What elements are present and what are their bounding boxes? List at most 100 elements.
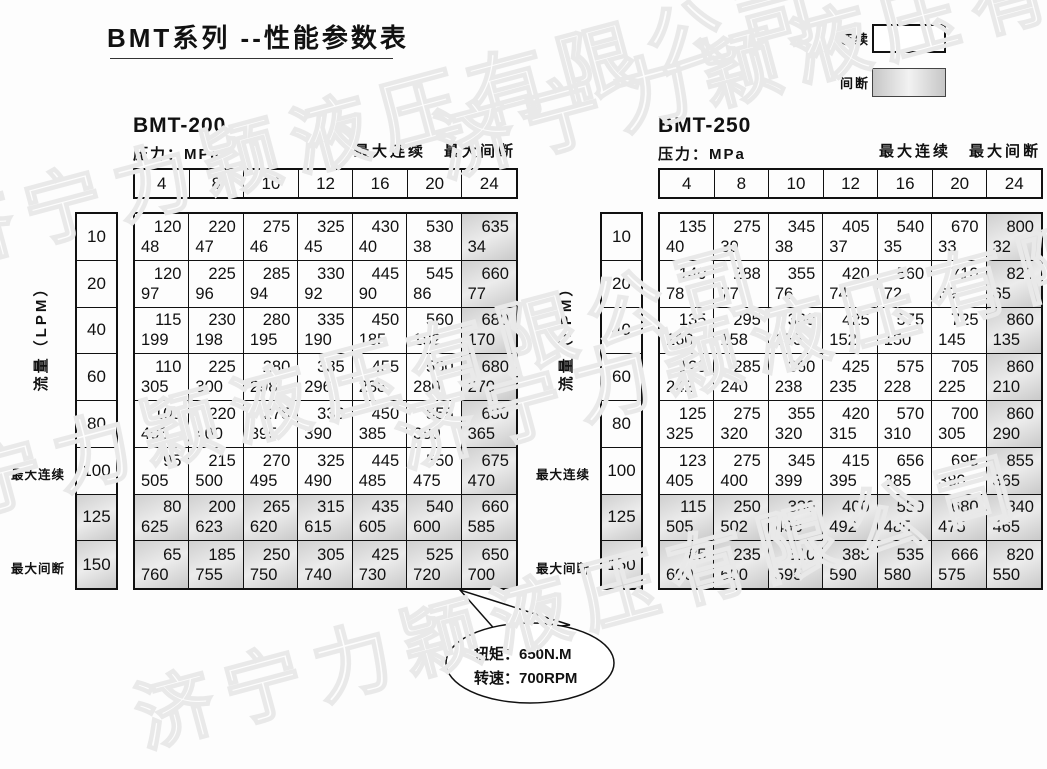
speed-value: 158 xyxy=(720,331,748,350)
data-cell: 550 485 xyxy=(877,494,933,542)
speed-value: 34 xyxy=(467,237,486,256)
data-cell: 355 76 xyxy=(768,260,824,308)
data-cell: 355 320 xyxy=(768,401,824,448)
torque-value: 445 xyxy=(371,264,400,283)
data-cell: 635 34 xyxy=(461,214,516,261)
flow-row-header: 40 xyxy=(77,308,116,355)
speed-value: 365 xyxy=(992,471,1021,490)
data-cell: 840 465 xyxy=(986,494,1041,542)
torque-value: 420 xyxy=(842,264,870,283)
data-cell: 335 190 xyxy=(298,307,353,355)
data-cell: 135 160 xyxy=(660,307,715,355)
speed-value: 500 xyxy=(195,471,223,490)
data-cell: 285 240 xyxy=(714,354,769,401)
data-cell: 400 492 xyxy=(823,494,878,542)
callout-speed-text: 转速：700RPM xyxy=(474,669,577,687)
torque-value: 355 xyxy=(787,404,816,423)
speed-value: 730 xyxy=(358,565,387,584)
flow-row-header: 60 xyxy=(77,354,116,401)
speed-value: 185 xyxy=(358,331,387,350)
torque-value: 560 xyxy=(896,264,925,283)
data-cell: 333 390 xyxy=(298,401,353,448)
torque-value: 545 xyxy=(426,264,454,283)
data-cell: 95 505 xyxy=(135,447,190,495)
data-cell: 710 69 xyxy=(932,260,987,308)
torque-value: 820 xyxy=(1006,264,1034,283)
speed-value: 590 xyxy=(829,565,857,584)
data-cell: 450 185 xyxy=(352,307,408,355)
data-cell: 325 490 xyxy=(298,447,353,495)
speed-value: 380 xyxy=(413,424,441,443)
torque-value: 275 xyxy=(262,217,291,236)
speed-value: 160 xyxy=(666,331,694,350)
torque-value: 425 xyxy=(842,358,870,377)
speed-value: 320 xyxy=(720,424,748,443)
speed-value: 77 xyxy=(720,284,739,303)
speed-value: 575 xyxy=(938,565,966,584)
torque-value: 700 xyxy=(951,404,979,423)
torque-value: 65 xyxy=(163,545,182,564)
legend-continuous-row: 连续 xyxy=(840,24,946,53)
speed-value: 400 xyxy=(720,471,748,490)
flow-axis-label: 流量（LPM） xyxy=(33,278,50,392)
speed-value: 625 xyxy=(141,518,169,537)
torque-value: 560 xyxy=(426,358,454,377)
torque-value: 450 xyxy=(371,311,400,330)
pressure-header-cell: 10 xyxy=(244,170,299,197)
flow-header-column: 10 20 40 60 80 100 125 150 xyxy=(75,212,118,590)
max-intermittent-header: 最大间断 xyxy=(968,143,1041,160)
speed-value: 152 xyxy=(829,331,857,350)
speed-value: 320 xyxy=(774,424,803,443)
speed-value: 78 xyxy=(666,284,685,303)
speed-value: 485 xyxy=(358,471,387,490)
data-cell: 385 590 xyxy=(823,541,878,588)
pressure-unit-label: 压力：MPa xyxy=(658,146,746,163)
legend-continuous-swatch xyxy=(872,24,946,53)
torque-value: 405 xyxy=(842,217,870,236)
data-cell: 275 400 xyxy=(714,447,769,495)
max-continuous-header: 最大连续 xyxy=(353,143,426,160)
data-cell: 425 730 xyxy=(352,541,408,588)
speed-value: 490 xyxy=(304,471,332,490)
speed-value: 69 xyxy=(938,284,957,303)
data-cell: 445 90 xyxy=(352,260,408,308)
speed-value: 760 xyxy=(141,565,169,584)
speed-value: 37 xyxy=(829,237,848,256)
data-cell: 345 38 xyxy=(768,214,824,261)
data-cell: 535 580 xyxy=(877,541,933,588)
speed-value: 750 xyxy=(249,565,278,584)
flow-row-header: 10 xyxy=(77,214,116,261)
data-cell: 305 740 xyxy=(298,541,353,588)
data-cell: 575 228 xyxy=(877,354,933,401)
speed-value: 290 xyxy=(992,424,1021,443)
torque-value: 550 xyxy=(896,498,925,517)
pressure-header-cell: 16 xyxy=(878,170,933,197)
torque-value: 695 xyxy=(951,451,979,470)
bmt-200-block: BMT-200 压力：MPa 最大连续 最大间断 4 8 10 12 16 20 24 10… xyxy=(11,0,518,718)
speed-value: 400 xyxy=(195,424,223,443)
page-title: BMT系列 --性能参数表 xyxy=(107,23,409,53)
speed-value: 210 xyxy=(992,378,1021,397)
data-cell: 250 502 xyxy=(714,494,769,542)
torque-value: 270 xyxy=(262,451,291,470)
torque-value: 305 xyxy=(317,545,345,564)
speed-value: 76 xyxy=(774,284,794,303)
data-cell: 360 238 xyxy=(768,354,824,401)
torque-value: 285 xyxy=(733,358,761,377)
torque-value: 345 xyxy=(787,451,816,470)
data-cell: 230 198 xyxy=(189,307,244,355)
data-cell: 295 158 xyxy=(714,307,769,355)
speed-value: 150 xyxy=(883,331,912,350)
torque-value: 575 xyxy=(896,358,925,377)
data-cell: 335 296 xyxy=(298,354,353,401)
column-group-header: 最大连续 最大间断 xyxy=(879,140,1041,161)
data-cell: 860 135 xyxy=(986,307,1041,355)
data-cell: 705 225 xyxy=(932,354,987,401)
data-cell: 65 760 xyxy=(135,541,190,588)
torque-value: 840 xyxy=(1006,498,1034,517)
data-cell: 695 380 xyxy=(932,447,987,495)
speed-value: 35 xyxy=(883,237,903,256)
data-cell: 128 242 xyxy=(660,354,715,401)
torque-value: 275 xyxy=(733,217,761,236)
speed-value: 620 xyxy=(249,518,278,537)
